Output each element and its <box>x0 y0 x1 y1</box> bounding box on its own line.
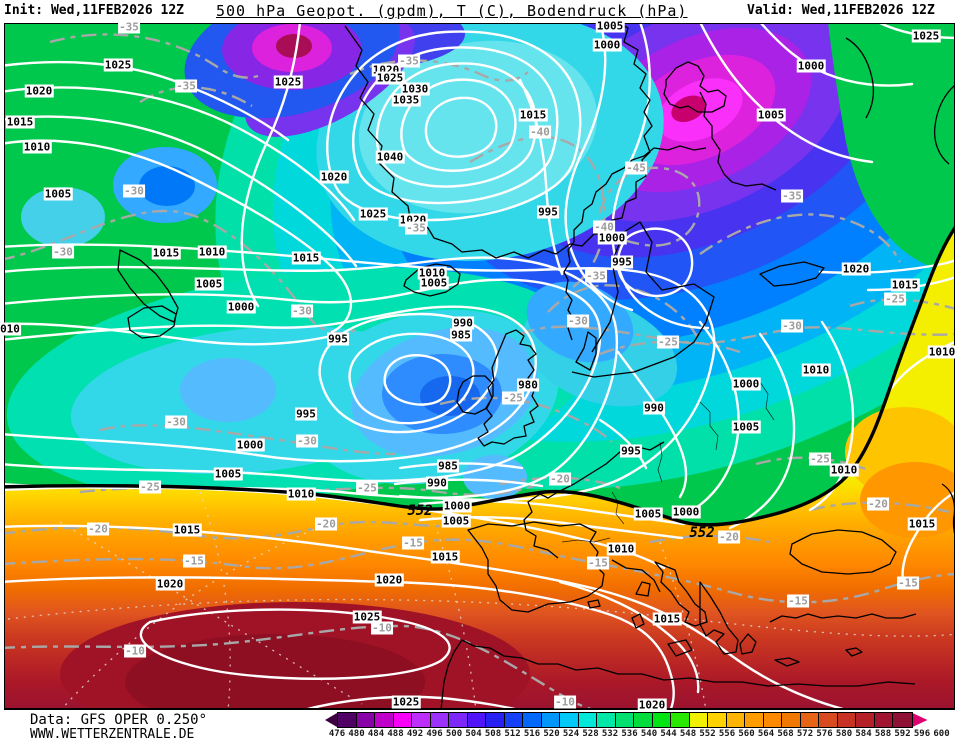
colorbar-tick-label: 492 <box>406 729 424 739</box>
colorbar-swatch <box>856 713 875 727</box>
colorbar-tick-labels: 476 480 484 488 492 496 500 504 508 512 516 520 524 5… <box>329 729 957 741</box>
colorbar-swatch <box>726 713 745 727</box>
colorbar-tick-label: 580 <box>835 729 853 739</box>
country-borders <box>561 381 775 543</box>
colorbar-swatch <box>541 713 560 727</box>
colorbar-tick-label: 572 <box>796 729 814 739</box>
colorbar-tick-label: 540 <box>640 729 658 739</box>
colorbar-right-arrow-icon <box>912 713 928 727</box>
colorbar-swatch <box>375 713 394 727</box>
geopotential-fill-layer <box>4 23 955 710</box>
coastlines <box>117 23 955 710</box>
colorbar-swatch <box>356 713 375 727</box>
colorbar-tick-label: 576 <box>816 729 833 739</box>
colorbar-swatch <box>486 713 505 727</box>
colorbar-tick-label: 504 <box>465 729 482 739</box>
colorbar-tick-label: 508 <box>484 729 502 739</box>
colorbar-tick-label: 512 <box>504 729 521 739</box>
colorbar-swatch <box>615 713 634 727</box>
valid-time-label: Valid: Wed,11FEB2026 12Z <box>747 3 935 18</box>
colorbar-tick-label: 516 <box>523 729 541 739</box>
colorbar-tick-label: 524 <box>562 729 580 739</box>
weather-map-canvas <box>4 23 955 710</box>
colorbar-tick-label: 568 <box>777 729 794 739</box>
colorbar-swatch <box>671 713 690 727</box>
colorbar-swatch <box>597 713 616 727</box>
colorbar-swatch <box>504 713 523 727</box>
colorbar-tick-label: 560 <box>738 729 755 739</box>
colorbar-swatch <box>782 713 801 727</box>
website-label: WWW.WETTERZENTRALE.DE <box>30 727 195 741</box>
colorbar-tick-label: 484 <box>367 729 385 739</box>
colorbar-tick-label: 548 <box>679 729 697 739</box>
colorbar-tick-label: 476 <box>328 729 346 739</box>
colorbar-swatch <box>745 713 764 727</box>
colorbar-tick-label: 588 <box>874 729 892 739</box>
init-time-label: Init: Wed,11FEB2026 12Z <box>4 3 185 18</box>
colorbar-swatch <box>800 713 819 727</box>
colorbar-swatch <box>689 713 708 727</box>
colorbar-tick-label: 496 <box>426 729 443 739</box>
colorbar-tick-label: 488 <box>387 729 404 739</box>
colorbar-swatch <box>874 713 893 727</box>
colorbar-tick-label: 536 <box>621 729 638 739</box>
map-border <box>4 23 955 710</box>
weather-map: 1025 1020 1015 1010 1005 1015 1010 1015 1025 1020… <box>0 19 959 712</box>
colorbar-tick-label: 552 <box>699 729 716 739</box>
colorbar-swatch <box>652 713 671 727</box>
colorbar-tick-label: 528 <box>582 729 599 739</box>
chart-footer: Data: GFS OPER 0.250° WWW.WETTERZENTRALE… <box>0 711 959 741</box>
colorbar-swatch <box>430 713 449 727</box>
colorbar-left-arrow-icon <box>325 713 337 727</box>
colorbar-tick-label: 500 <box>445 729 463 739</box>
colorbar-swatch <box>763 713 782 727</box>
colorbar-tick-label: 480 <box>348 729 365 739</box>
colorbar-tick-label: 596 <box>913 729 931 739</box>
colorbar-swatch <box>708 713 727 727</box>
colorbar-tick-label: 600 <box>933 729 950 739</box>
colorbar-swatch <box>467 713 486 727</box>
colorbar-swatch <box>819 713 838 727</box>
colorbar-tick-label: 544 <box>660 729 677 739</box>
colorbar-tick-label: 520 <box>543 729 560 739</box>
chart-header: Init: Wed,11FEB2026 12Z 500 hPa Geopot. … <box>0 0 959 22</box>
colorbar-swatch <box>578 713 597 727</box>
colorbar-swatch <box>393 713 412 727</box>
colorbar-swatch <box>893 713 912 727</box>
data-source-label: Data: GFS OPER 0.250° <box>30 712 208 728</box>
colorbar-tick-label: 584 <box>855 729 872 739</box>
colorbar-swatch <box>523 713 542 727</box>
colorbar-tick-label: 556 <box>718 729 736 739</box>
colorbar-swatch <box>837 713 856 727</box>
colorbar-tick-label: 532 <box>601 729 619 739</box>
isobar-contours <box>4 23 955 710</box>
colorbar-swatch <box>449 713 468 727</box>
colorbar-tick-label: 592 <box>894 729 911 739</box>
chart-title: 500 hPa Geopot. (gpdm), T (C), Bodendruc… <box>216 2 688 20</box>
colorbar-swatches <box>337 712 913 728</box>
colorbar-swatch <box>412 713 431 727</box>
colorbar-tick-label: 564 <box>757 729 775 739</box>
colorbar-swatch <box>634 713 653 727</box>
colorbar-swatch <box>338 713 357 727</box>
colorbar-swatch <box>560 713 579 727</box>
